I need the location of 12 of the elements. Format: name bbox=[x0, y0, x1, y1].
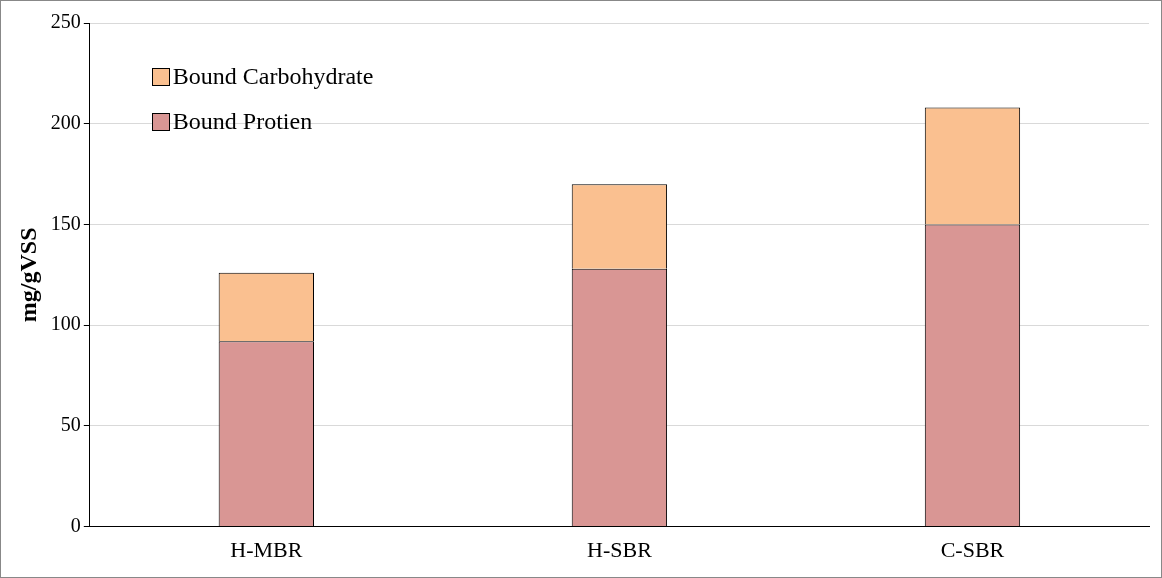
y-axis-title: mg/gVSS bbox=[14, 227, 41, 323]
x-tick-label: H-MBR bbox=[230, 536, 303, 562]
y-tick-label: 100 bbox=[50, 312, 81, 335]
y-tick-label: 200 bbox=[50, 110, 81, 133]
legend-label: Bound Protien bbox=[172, 108, 313, 135]
y-tick-label: 250 bbox=[50, 10, 81, 33]
x-tick-label: C-SBR bbox=[940, 536, 1005, 562]
y-tick-label: 50 bbox=[60, 413, 81, 436]
legend-label: Bound Carbohydrate bbox=[172, 63, 374, 90]
x-tick-label: H-SBR bbox=[587, 536, 653, 562]
y-tick-label: 150 bbox=[50, 211, 81, 234]
y-tick-label: 0 bbox=[70, 513, 81, 536]
